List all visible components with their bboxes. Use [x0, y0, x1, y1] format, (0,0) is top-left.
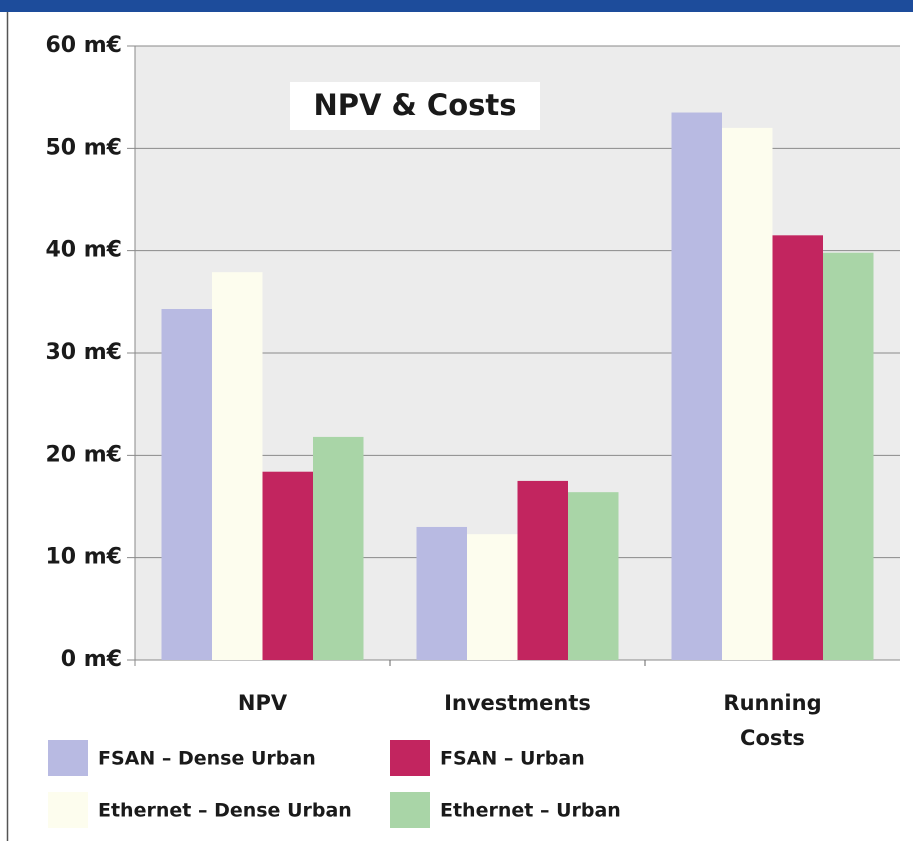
- legend-swatch: [390, 740, 430, 776]
- y-tick-label: 10 m€: [45, 545, 122, 570]
- bar: [517, 480, 568, 660]
- bar: [212, 272, 263, 660]
- legend-label: FSAN – Urban: [440, 748, 585, 770]
- bar: [772, 235, 823, 661]
- bar: [161, 308, 212, 660]
- title-box: [290, 82, 540, 130]
- y-tick-label: 50 m€: [45, 135, 122, 160]
- legend-label: FSAN – Dense Urban: [98, 748, 316, 770]
- bar: [467, 534, 518, 660]
- legend-swatch: [48, 792, 88, 828]
- y-tick-label: 20 m€: [45, 442, 122, 467]
- y-tick-label: 30 m€: [45, 340, 122, 365]
- legend-label: Ethernet – Dense Urban: [98, 800, 352, 822]
- bar: [568, 492, 619, 660]
- x-tick-label: NPV: [237, 691, 288, 715]
- bar: [823, 252, 874, 661]
- bar: [313, 436, 364, 660]
- chart-title: NPV & Costs: [313, 88, 516, 122]
- legend-swatch: [390, 792, 430, 828]
- bar: [671, 112, 722, 661]
- bar: [722, 127, 773, 660]
- bar: [416, 526, 467, 660]
- y-tick-label: 60 m€: [45, 33, 122, 58]
- top-band: [0, 0, 913, 12]
- y-tick-label: 0 m€: [61, 647, 122, 672]
- x-tick-label: Running Costs: [723, 691, 822, 750]
- bar: [262, 471, 313, 660]
- y-tick-label: 40 m€: [45, 238, 122, 263]
- legend-label: Ethernet – Urban: [440, 800, 621, 822]
- x-tick-label: Investments: [444, 691, 591, 715]
- legend-swatch: [48, 740, 88, 776]
